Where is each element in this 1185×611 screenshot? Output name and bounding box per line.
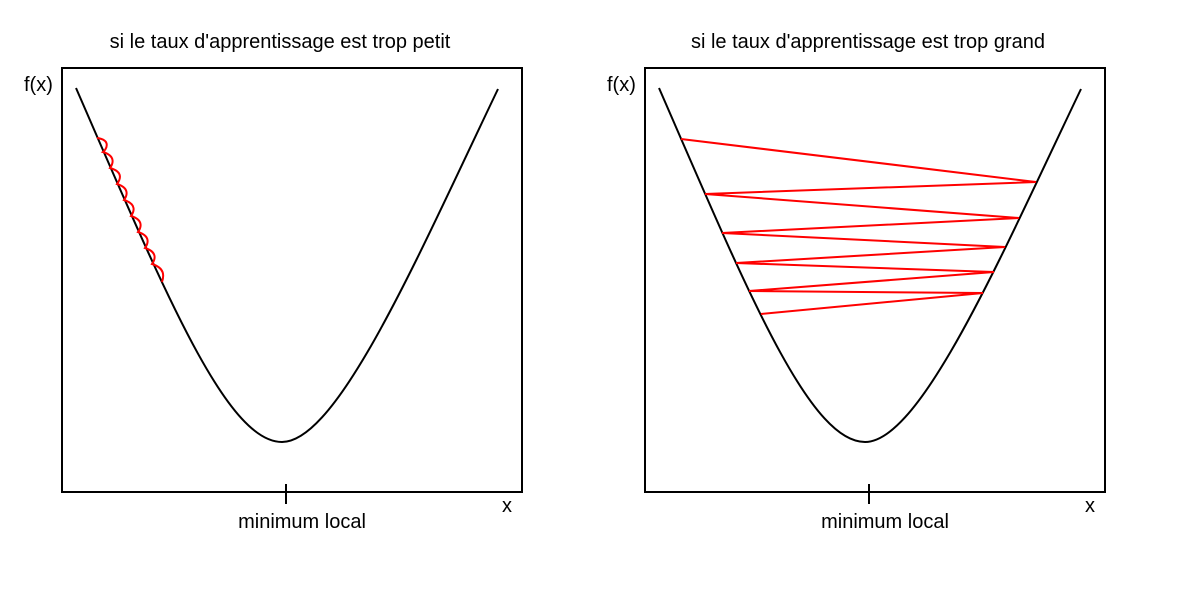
x-axis-label: x xyxy=(1085,495,1095,517)
loss-curve xyxy=(75,87,499,444)
loss-curve xyxy=(658,87,1082,444)
minimum-label: minimum local xyxy=(238,511,366,533)
large-steps-path xyxy=(680,138,1037,315)
panel-large-learning-rate: si le taux d'apprentissage est trop gran… xyxy=(607,31,1106,533)
panel-title: si le taux d'apprentissage est trop gran… xyxy=(691,31,1045,53)
y-axis-label: f(x) xyxy=(607,74,636,96)
plot-frame xyxy=(644,67,1106,493)
small-steps-path xyxy=(96,137,165,283)
y-axis-label: f(x) xyxy=(24,74,53,96)
minimum-label: minimum local xyxy=(821,511,949,533)
x-axis-label: x xyxy=(502,495,512,517)
panel-title: si le taux d'apprentissage est trop peti… xyxy=(110,31,451,53)
panel-small-learning-rate: si le taux d'apprentissage est trop peti… xyxy=(24,31,523,533)
plot-frame xyxy=(61,67,523,493)
